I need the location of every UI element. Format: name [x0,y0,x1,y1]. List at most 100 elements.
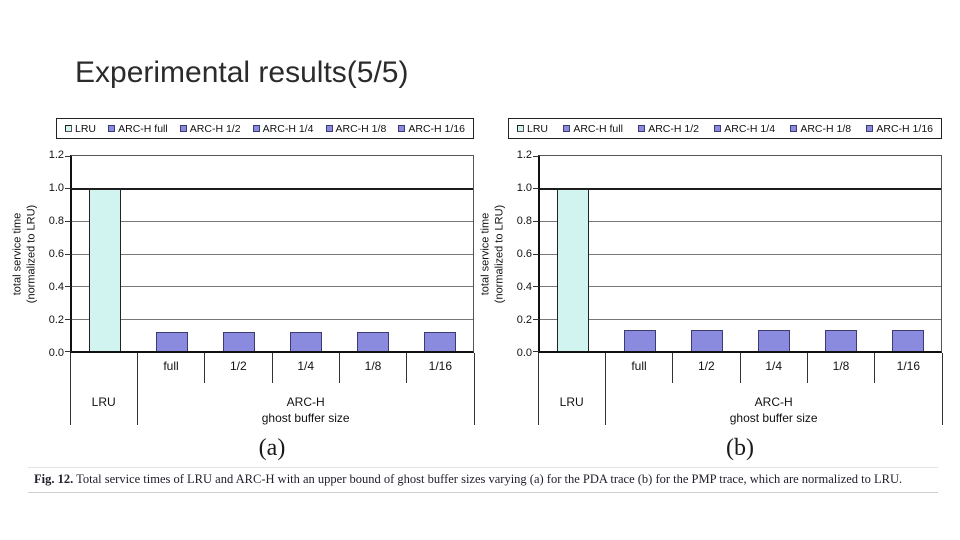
legend-item: ARC-H 1/16 [866,123,933,135]
x-divider [406,353,408,383]
x-tick-label: 1/8 [832,359,850,373]
chart-area: total service time (normalized to LRU) 0… [479,149,942,359]
x-tick-label: 1/4 [765,359,782,373]
y-tick-mark [65,253,71,255]
legend-item: ARC-H 1/8 [325,122,387,135]
legend-item: ARC-H 1/8 [790,123,851,135]
legend-swatch [790,125,798,132]
legend-label: ARC-H 1/4 [262,122,314,135]
y-tick-label: 0.2 [48,314,64,326]
legend-label: ARC-H 1/8 [800,122,852,135]
x-divider [537,353,539,425]
y-tick-mark [533,220,539,222]
legend-label: ARC-H 1/2 [648,122,699,135]
y-tick-label: 0.6 [516,248,532,260]
y-tick-mark [533,188,539,190]
legend-swatch [714,125,722,132]
y-tick-mark [533,351,539,352]
bar-1/16 [423,331,456,351]
gridline [72,318,473,320]
x-tick-label: full [631,359,647,373]
x-axis: LRU ARC-H ghost buffer size full 1/2 1/4 1/… [69,353,475,431]
x-tick-label: 1/16 [896,359,920,373]
gridline [540,285,941,287]
y-tick-mark [65,318,71,320]
legend-label: LRU [75,122,97,135]
legend: LRU ARC-H full ARC-H 1/2 ARC-H 1/4 ARC-H 1/8… [56,118,474,139]
group-label-arch: ARC-H ghost buffer size [137,395,474,426]
y-axis-title: total service time (normalized to LRU) [479,205,508,303]
chart-panel-a: LRU ARC-H full ARC-H 1/2 ARC-H 1/4 ARC-H 1/8… [12,118,475,462]
x-tick-label: full [163,359,179,373]
legend-item: ARC-H 1/4 [252,122,314,135]
legend-swatch [517,125,524,132]
slide-title: Experimental results(5/5) [75,56,409,89]
x-axis-row: LRU ARC-H ghost buffer size full 1/2 1/4 1/… [12,353,475,431]
y-tick-label: 0.2 [516,314,532,326]
legend-swatch [638,125,646,132]
x-divider [739,353,741,383]
bar-1/8 [824,329,857,351]
y-tick-mark [65,351,71,352]
group-label-lru: LRU [91,395,116,409]
y-tick-mark [65,220,71,222]
y-tick-mark [533,253,539,255]
y-tick-label: 0.6 [48,248,64,260]
y-tick-label: 1.0 [48,181,64,194]
y-tick-label: 1.2 [48,149,64,161]
y-axis-title-line1: total service time [479,212,492,296]
x-tick-label: 1/8 [364,359,382,373]
legend-swatch [65,125,72,132]
gridline [72,285,473,287]
x-divider [473,353,475,425]
x-tick-label: 1/2 [229,359,247,373]
legend-label: ARC-H 1/4 [724,122,776,135]
legend-label: ARC-H 1/8 [335,122,387,135]
panel-label: (a) [258,435,286,461]
legend-item: ARC-H 1/4 [714,123,775,135]
bar-LRU [557,188,590,351]
legend-item: ARC-H full [563,123,623,135]
y-axis-title-line1: total service time [11,212,24,296]
legend-swatch [866,125,874,132]
y-tick-mark [65,188,71,190]
y-tick-mark [533,285,539,287]
y-axis-title-col: total service time (normalized to LRU) [12,155,38,353]
x-divider [604,353,606,425]
gridline [540,220,941,222]
legend-swatch [179,125,187,132]
group-label-lru: LRU [559,395,584,409]
y-tick-label: 0.8 [516,214,532,227]
bar-1/2 [223,331,256,351]
x-divider [204,353,206,383]
legend-label: ARC-H full [573,122,623,135]
legend-item: ARC-H full [108,123,168,135]
x-axis-spacer [12,353,70,431]
bar-1/16 [891,329,924,351]
chart-area: total service time (normalized to LRU) 0… [12,149,474,359]
x-divider [136,353,138,425]
x-tick-label: 1/4 [297,359,314,373]
y-tick-label: 0.0 [48,347,64,359]
y-axis-title: total service time (normalized to LRU) [11,205,40,303]
legend-swatch [398,125,406,132]
gridline [540,318,941,320]
legend: LRU ARC-H full ARC-H 1/2 ARC-H 1/4 ARC-H 1/8… [508,118,942,139]
x-axis-row: LRU ARC-H ghost buffer size full 1/2 1/4 1/… [480,353,943,431]
legend-label: ARC-H 1/2 [189,122,241,135]
y-tick-mark [533,318,539,320]
group-label-arch-line1: ARC-H [286,395,325,409]
x-tick-label: 1/2 [697,359,715,373]
gridline [72,253,473,255]
figure-caption-text: Total service times of LRU and ARC-H wit… [76,472,903,486]
legend-item: LRU [65,123,96,135]
x-axis-spacer [480,353,538,431]
y-ticks: 0.0 0.2 0.4 0.6 0.8 1.0 1.2 [506,149,538,359]
y-tick-mark [65,285,71,287]
x-divider [672,353,674,383]
legend-item: ARC-H 1/2 [179,122,241,135]
legend-item: ARC-H 1/2 [638,123,699,135]
legend-swatch [108,125,116,132]
x-divider [806,353,808,383]
